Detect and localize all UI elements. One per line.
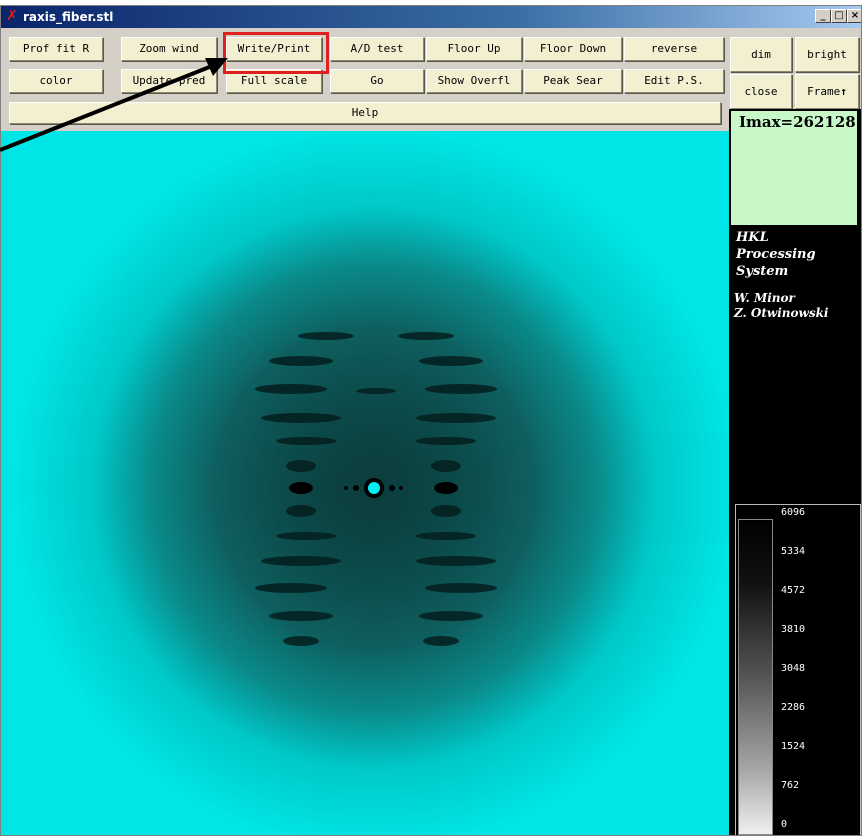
floor-up-button[interactable]: Floor Up — [426, 37, 522, 61]
dim-button[interactable]: dim — [730, 37, 792, 72]
close-window-button[interactable]: × — [847, 9, 861, 23]
author-name: Z. Otwinowski — [734, 306, 829, 320]
scale-tick: 0 — [781, 819, 788, 830]
author-name: W. Minor — [734, 291, 795, 305]
hkl-line: HKL — [736, 230, 769, 245]
minimize-button[interactable]: _ — [815, 9, 831, 23]
application-window: ✗ raxis_fiber.stl _ □ × Prof fit R Zoom … — [0, 5, 862, 836]
scale-tick: 3048 — [781, 663, 806, 674]
help-button[interactable]: Help — [9, 102, 721, 124]
floor-down-button[interactable]: Floor Down — [524, 37, 622, 61]
hkl-label: HKL Processing System — [736, 229, 816, 280]
window-title: raxis_fiber.stl — [23, 10, 114, 24]
reverse-button[interactable]: reverse — [624, 37, 724, 61]
scale-tick: 6096 — [781, 507, 806, 518]
info-side-panel: Imax=262128 HKL Processing System W. Min… — [729, 109, 861, 835]
title-bar[interactable]: ✗ raxis_fiber.stl _ □ × — [1, 6, 861, 28]
write-print-button[interactable]: Write/Print — [226, 37, 322, 61]
diffraction-pattern — [1, 131, 729, 835]
scale-tick: 1524 — [781, 741, 806, 752]
go-button[interactable]: Go — [330, 69, 424, 93]
scale-tick: 5334 — [781, 546, 806, 557]
scale-tick: 3810 — [781, 624, 806, 635]
authors-label: W. Minor Z. Otwinowski — [734, 291, 828, 321]
imax-value: Imax=262128 — [739, 113, 856, 131]
grayscale-bar — [738, 519, 773, 835]
full-scale-button[interactable]: Full scale — [226, 69, 322, 93]
frame-button[interactable]: Frame↑ — [795, 74, 859, 109]
bright-button[interactable]: bright — [795, 37, 859, 72]
maximize-button[interactable]: □ — [831, 9, 847, 23]
show-overfl-button[interactable]: Show Overfl — [426, 69, 522, 93]
color-button[interactable]: color — [9, 69, 103, 93]
scale-tick: 2286 — [781, 702, 806, 713]
prof-fit-button[interactable]: Prof fit R — [9, 37, 103, 61]
hkl-line: System — [736, 264, 789, 279]
peak-sear-button[interactable]: Peak Sear — [524, 69, 622, 93]
update-pred-button[interactable]: Update pred — [121, 69, 217, 93]
scale-tick: 4572 — [781, 585, 806, 596]
close-button[interactable]: close — [730, 74, 792, 109]
ad-test-button[interactable]: A/D test — [330, 37, 424, 61]
diffraction-image[interactable] — [1, 131, 729, 835]
intensity-scale: 6096 5334 4572 3810 3048 2286 1524 762 0 — [735, 504, 861, 835]
hkl-line: Processing — [736, 247, 816, 262]
frame-label: Frame — [807, 85, 841, 98]
scale-tick: 762 — [781, 780, 800, 791]
x-app-icon: ✗ — [6, 8, 18, 24]
up-arrow-icon: ↑ — [840, 85, 847, 98]
zoom-wind-button[interactable]: Zoom wind — [121, 37, 217, 61]
imax-box: Imax=262128 — [729, 109, 859, 227]
edit-ps-button[interactable]: Edit P.S. — [624, 69, 724, 93]
